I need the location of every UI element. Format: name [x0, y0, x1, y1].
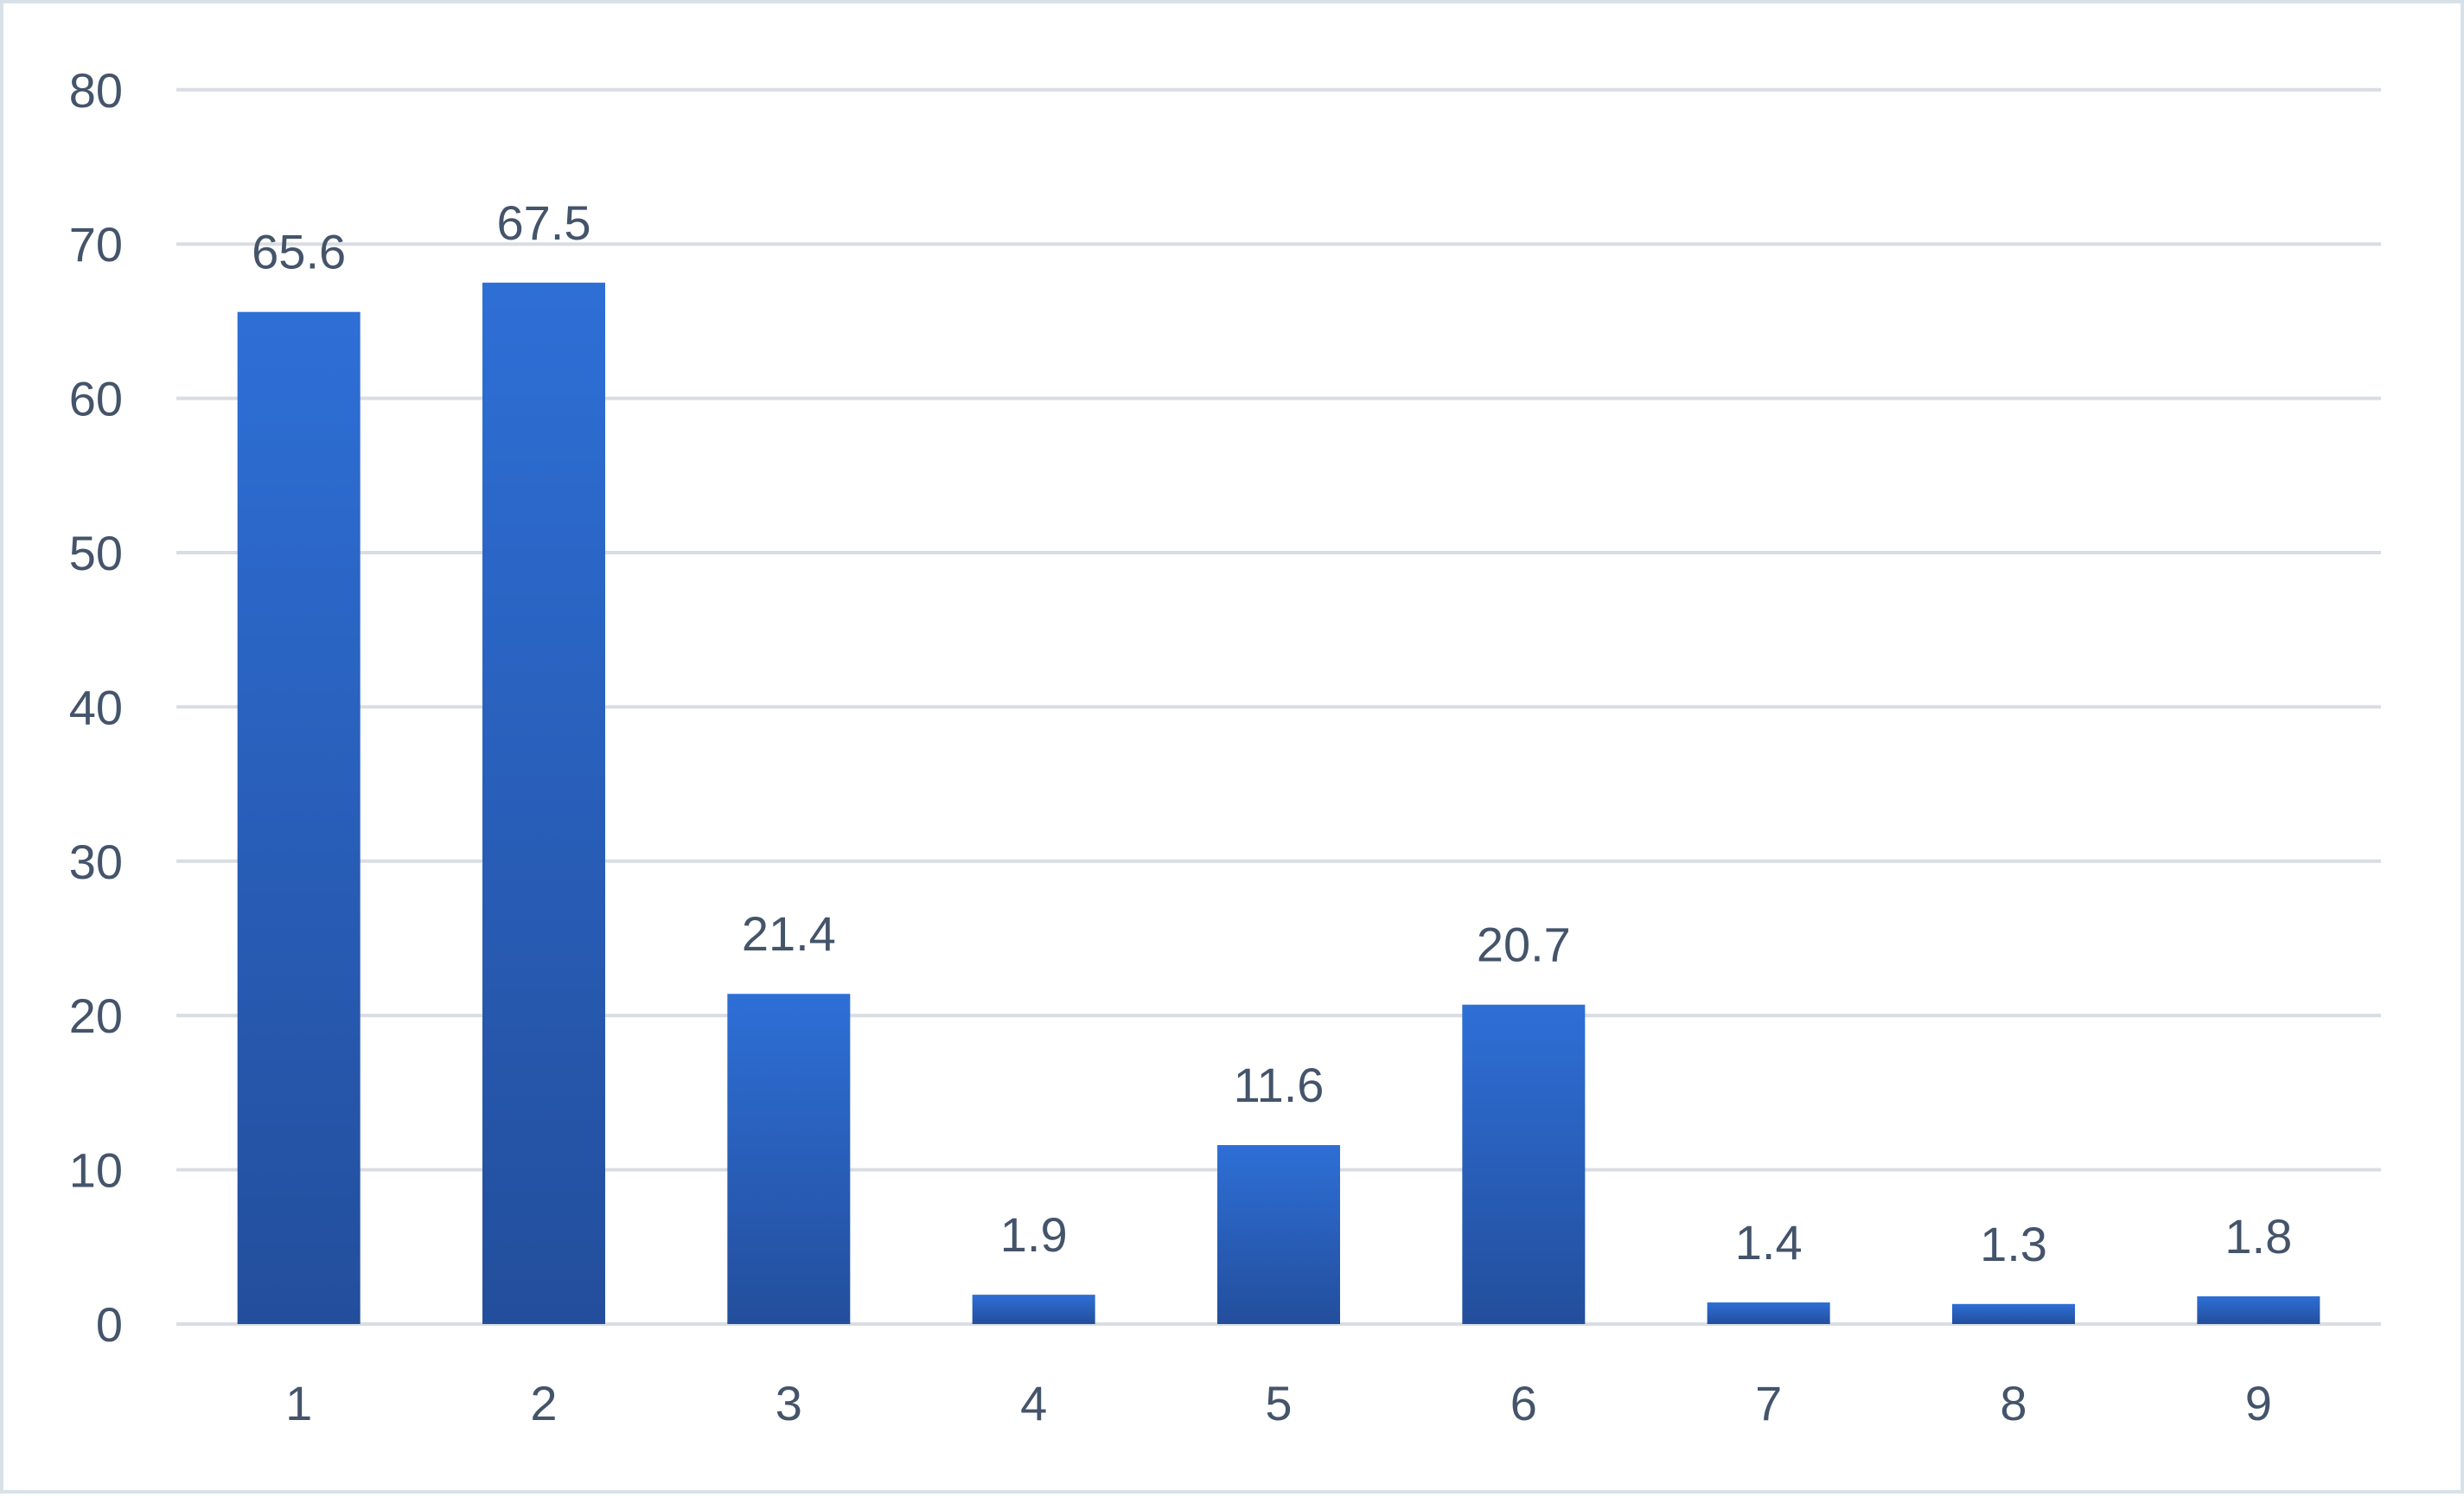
data-label: 67.5: [497, 195, 591, 250]
data-label: 1.3: [1980, 1217, 2047, 1271]
data-label: 21.4: [742, 906, 836, 961]
data-label: 11.6: [1234, 1058, 1325, 1112]
y-tick-label: 70: [69, 217, 123, 272]
y-tick-label: 60: [69, 372, 123, 426]
x-tick-label: 5: [1265, 1376, 1292, 1430]
bar-2: [482, 282, 605, 1324]
data-labels: 65.6 67.5 21.4 1.9 11.6 20.7 1.4 1.3 1.8: [252, 195, 2292, 1271]
bar-1: [237, 311, 361, 1324]
bar-3: [727, 994, 851, 1324]
bar-5: [1217, 1145, 1340, 1324]
y-axis-tick-labels: 0 10 20 30 40 50 60 70 80: [69, 63, 123, 1352]
bar-7: [1707, 1302, 1830, 1324]
x-tick-label: 4: [1020, 1376, 1047, 1430]
data-label: 65.6: [252, 225, 346, 279]
bar-8: [1952, 1303, 2075, 1324]
bar-4: [972, 1295, 1095, 1324]
y-tick-label: 30: [69, 835, 123, 889]
data-label: 1.8: [2225, 1209, 2292, 1263]
x-tick-label: 2: [530, 1376, 557, 1430]
x-tick-label: 3: [776, 1376, 802, 1430]
x-tick-label: 9: [2245, 1376, 2272, 1430]
data-label: 1.4: [1735, 1215, 1803, 1270]
y-tick-label: 0: [96, 1297, 123, 1352]
x-tick-label: 8: [2000, 1376, 2027, 1430]
data-label: 20.7: [1477, 918, 1571, 972]
bars: [237, 282, 2320, 1324]
x-tick-label: 6: [1510, 1376, 1537, 1430]
y-tick-label: 40: [69, 680, 123, 734]
y-tick-label: 80: [69, 63, 123, 118]
x-axis-tick-labels: 1 2 3 4 5 6 7 8 9: [285, 1376, 2272, 1430]
bar-9: [2197, 1295, 2320, 1324]
x-tick-label: 1: [285, 1376, 312, 1430]
bar-6: [1462, 1004, 1586, 1324]
y-tick-label: 10: [69, 1143, 123, 1198]
x-tick-label: 7: [1755, 1376, 1782, 1430]
y-tick-label: 50: [69, 526, 123, 580]
y-tick-label: 20: [69, 988, 123, 1043]
data-label: 1.9: [1000, 1207, 1068, 1262]
